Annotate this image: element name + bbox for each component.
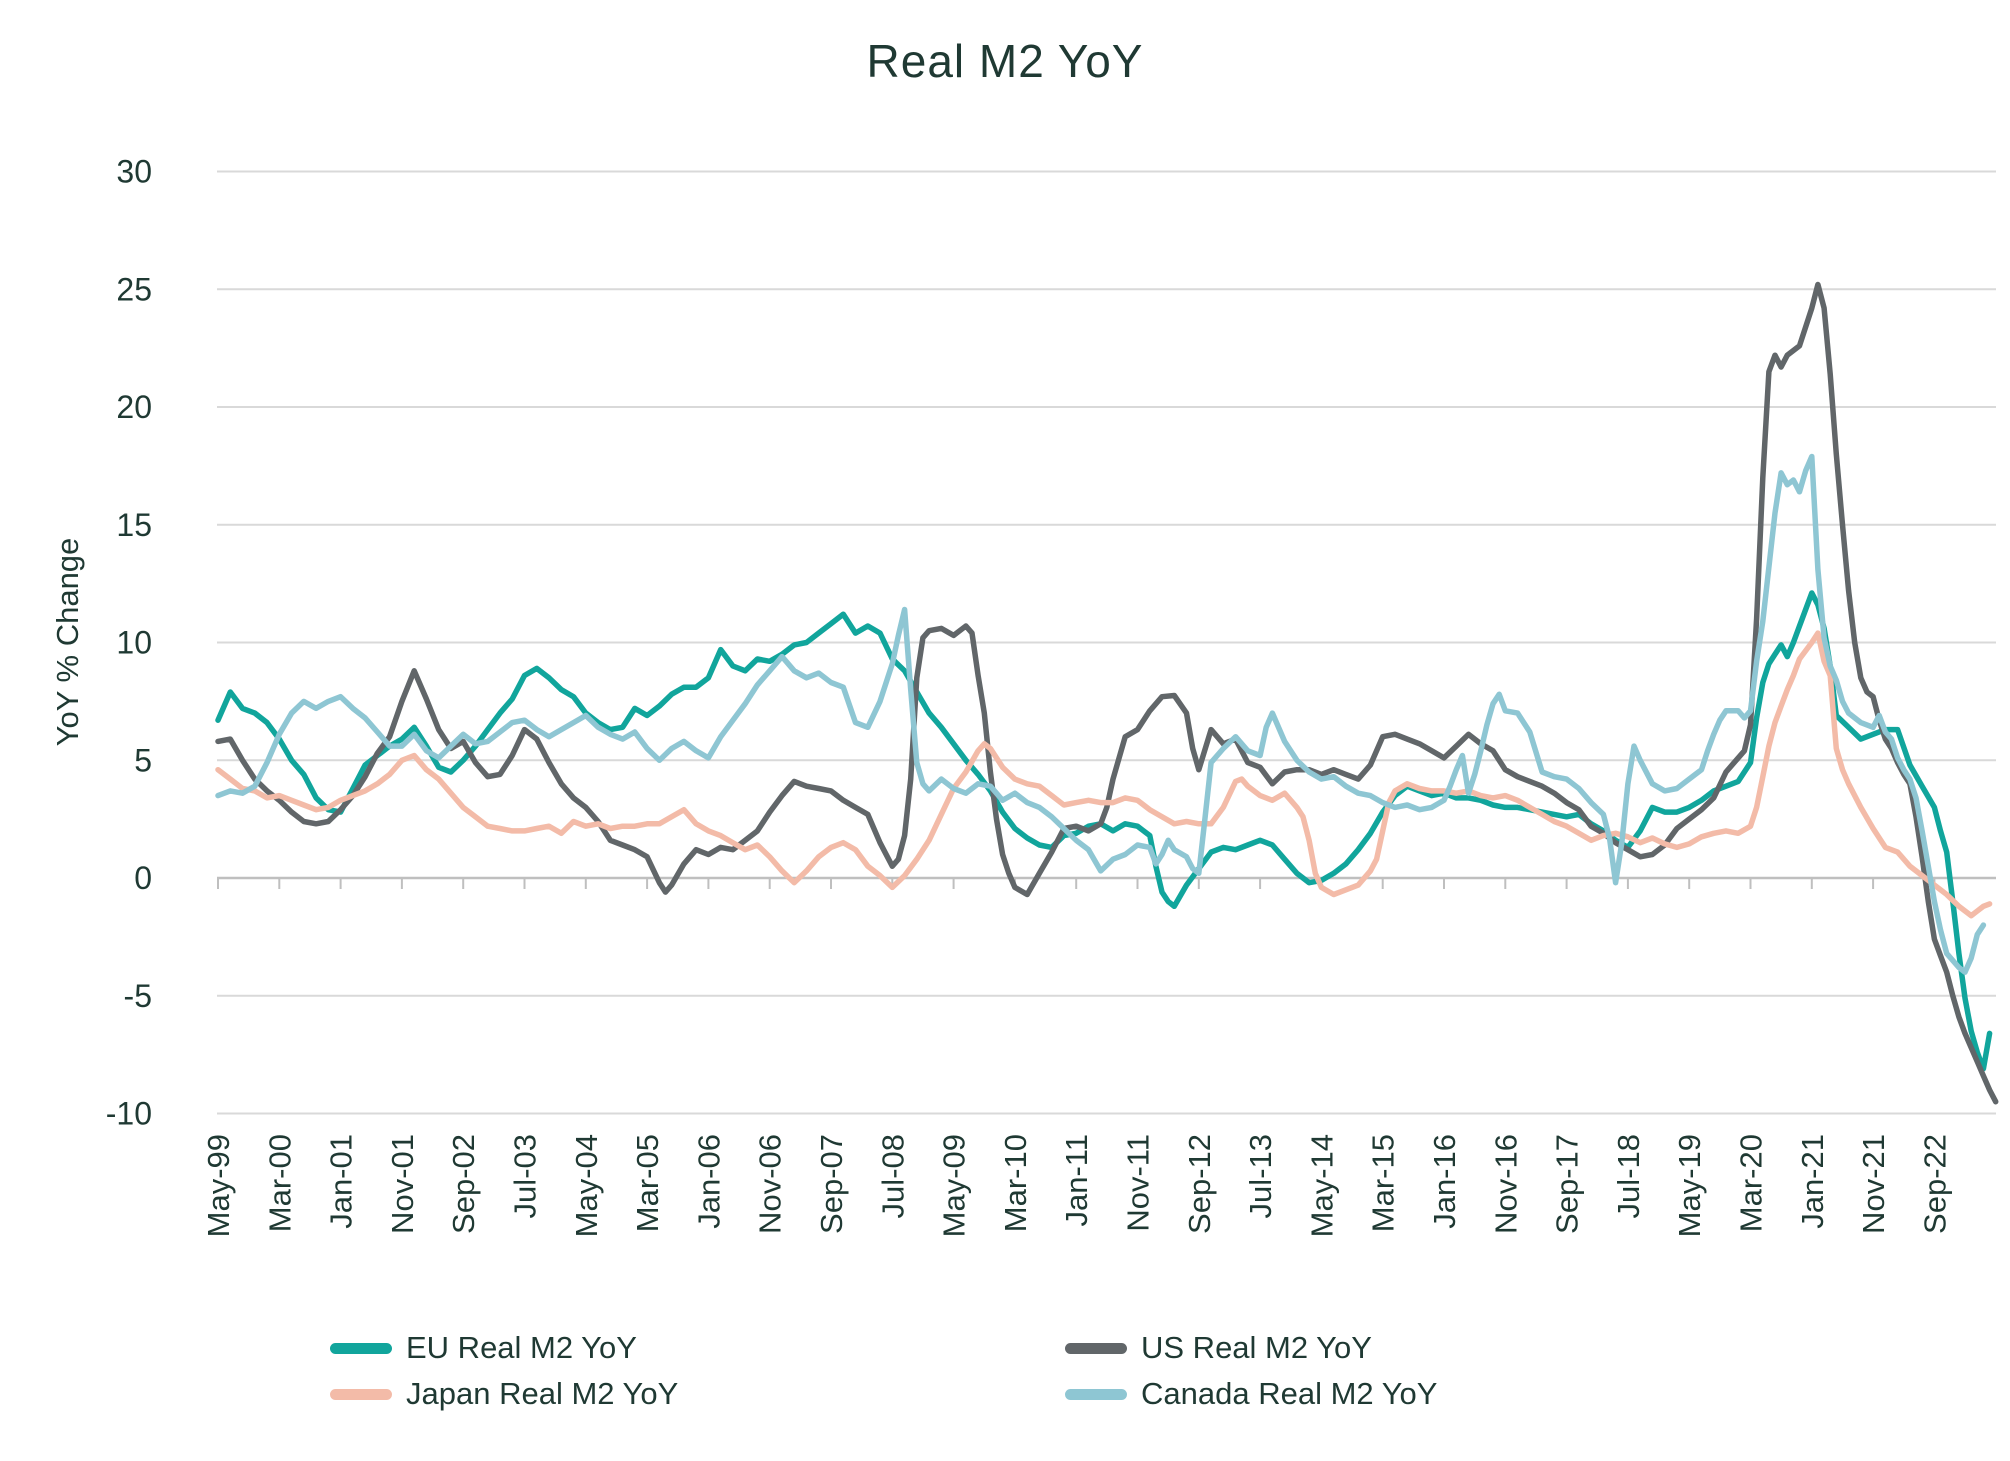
svg-text:May-04: May-04 [569,1134,604,1237]
series-line-us [215,281,1999,1105]
legend-swatch-japan [330,1388,392,1400]
svg-text:Jan-06: Jan-06 [691,1134,726,1229]
svg-text:Jan-11: Jan-11 [1059,1134,1094,1227]
svg-text:10: 10 [116,625,152,661]
svg-text:Jul-08: Jul-08 [875,1134,910,1218]
series-line-eu [215,590,1993,1072]
svg-text:Mar-15: Mar-15 [1366,1134,1401,1232]
svg-text:May-19: May-19 [1672,1134,1707,1237]
series-line-japan [215,630,1993,919]
svg-text:Jul-13: Jul-13 [1243,1134,1278,1218]
legend-item-japan: Japan Real M2 YoY [330,1376,678,1412]
y-axis-title: YoY % Change [50,538,85,747]
svg-text:May-14: May-14 [1304,1134,1339,1237]
svg-text:30: 30 [116,154,152,190]
svg-text:Nov-16: Nov-16 [1488,1134,1523,1234]
svg-text:Nov-11: Nov-11 [1121,1134,1156,1232]
svg-text:Mar-20: Mar-20 [1734,1134,1769,1232]
legend-swatch-eu [330,1342,392,1354]
svg-text:May-09: May-09 [937,1134,972,1237]
svg-text:Mar-05: Mar-05 [630,1134,665,1232]
svg-text:Jul-18: Jul-18 [1611,1134,1646,1218]
svg-text:Sep-22: Sep-22 [1917,1134,1952,1234]
legend-swatch-us [1065,1342,1127,1354]
legend-item-canada: Canada Real M2 YoY [1065,1376,1437,1412]
svg-text:Jul-03: Jul-03 [508,1134,543,1218]
legend-item-us: US Real M2 YoY [1065,1330,1372,1366]
legend-item-eu: EU Real M2 YoY [330,1330,637,1366]
svg-text:-5: -5 [124,978,152,1014]
svg-text:20: 20 [116,389,152,425]
svg-text:Nov-21: Nov-21 [1856,1134,1891,1234]
svg-text:Mar-00: Mar-00 [262,1134,297,1232]
svg-text:15: 15 [116,507,152,543]
y-axis-tick-labels: -10 -5 0 5 10 15 20 25 30 [106,154,152,1132]
svg-text:-10: -10 [106,1096,152,1132]
svg-text:Jan-01: Jan-01 [324,1134,359,1229]
svg-text:Sep-17: Sep-17 [1550,1134,1585,1234]
series-line-canada [215,453,1987,975]
svg-text:Jan-21: Jan-21 [1795,1134,1830,1229]
svg-text:5: 5 [134,742,152,778]
svg-text:Nov-06: Nov-06 [753,1134,788,1234]
x-axis [217,876,1996,889]
series-lines [215,281,1999,1105]
svg-text:Sep-07: Sep-07 [814,1134,849,1234]
svg-text:May-99: May-99 [201,1134,236,1237]
svg-text:Mar-10: Mar-10 [998,1134,1033,1232]
svg-text:25: 25 [116,271,152,307]
svg-text:Jan-16: Jan-16 [1427,1134,1462,1229]
legend-label-japan: Japan Real M2 YoY [406,1376,679,1411]
svg-text:0: 0 [134,860,152,896]
svg-text:Sep-02: Sep-02 [446,1134,481,1234]
legend-label-canada: Canada Real M2 YoY [1141,1376,1438,1411]
legend-label-eu: EU Real M2 YoY [406,1330,637,1365]
gridlines [217,170,1996,1115]
svg-text:Nov-01: Nov-01 [385,1134,420,1234]
chart-title: Real M2 YoY [866,35,1144,87]
legend-label-us: US Real M2 YoY [1141,1330,1372,1365]
svg-text:Sep-12: Sep-12 [1182,1134,1217,1234]
legend-swatch-canada [1065,1388,1127,1400]
x-axis-tick-labels: May-99 Mar-00 Jan-01 Nov-01 Sep-02 Jul-03 May-… [201,1134,1952,1237]
